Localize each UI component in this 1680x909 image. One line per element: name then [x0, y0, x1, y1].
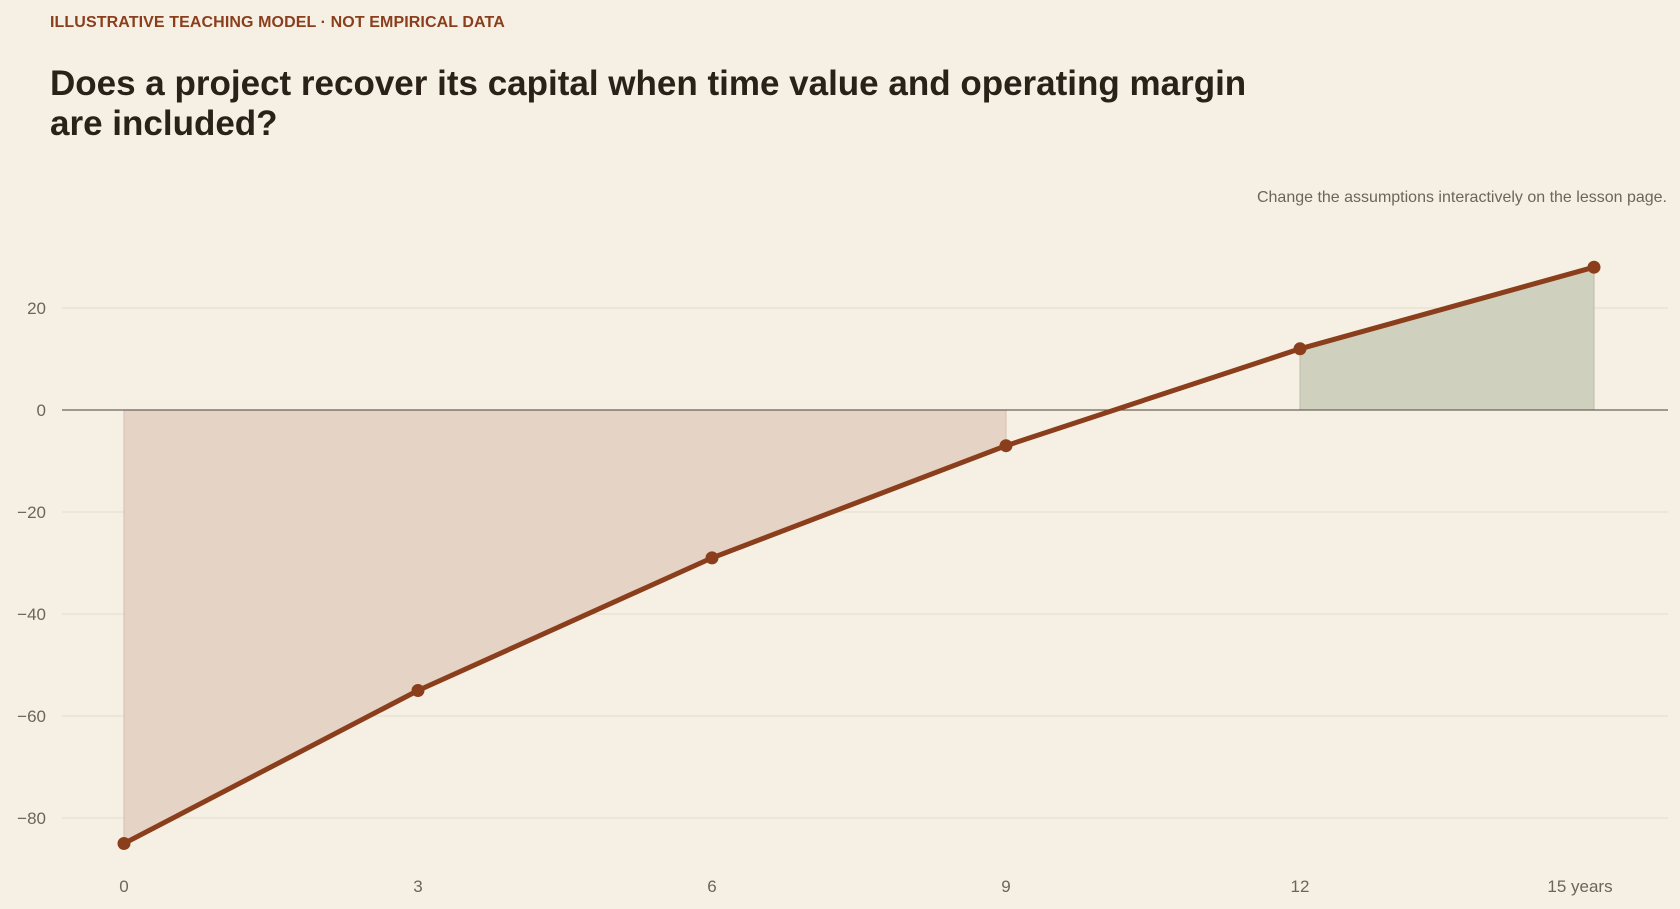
chart-title: Does a project recover its capital when … — [50, 64, 1247, 143]
data-point — [117, 837, 131, 850]
data-point — [705, 551, 719, 565]
x-tick-label: 6 — [707, 877, 716, 896]
data-point — [411, 684, 425, 697]
x-tick-label: 9 — [1001, 877, 1010, 896]
data-point — [1293, 342, 1307, 356]
data-point — [999, 439, 1013, 453]
y-tick-label: −40 — [17, 605, 46, 624]
line-layer — [121, 264, 1597, 846]
x-tick-label: 12 — [1291, 877, 1310, 896]
kicker-label: ILLUSTRATIVE TEACHING MODEL · NOT EMPIRI… — [50, 14, 505, 31]
y-tick-label: −60 — [17, 707, 46, 726]
data-point — [1587, 260, 1601, 274]
x-tick-label: 0 — [119, 877, 128, 896]
chart-note: Change the assumptions interactively on … — [1256, 189, 1667, 206]
x-tick-label: 15 years — [1547, 877, 1612, 896]
x-tick-label: 3 — [413, 877, 422, 896]
series-line — [121, 264, 1597, 846]
y-tick-label: 0 — [37, 401, 46, 420]
y-tick-label: 20 — [27, 299, 46, 318]
area-layer — [123, 266, 1595, 845]
y-tick-label: −20 — [17, 503, 46, 522]
y-tick-label: −80 — [17, 809, 46, 828]
point-layer — [117, 260, 1601, 850]
label-layer: −80 −60 −40 −20 0 20 0 3 6 9 12 15 years — [17, 299, 1612, 896]
